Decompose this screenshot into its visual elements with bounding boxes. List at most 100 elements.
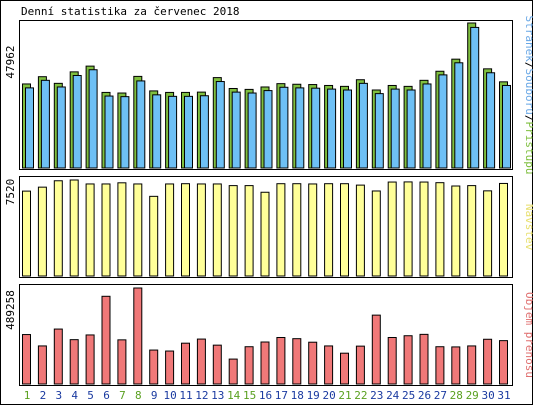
visits-bar-31 <box>499 182 508 277</box>
volume-bar-29 <box>467 345 477 385</box>
files-bar-14 <box>231 91 241 169</box>
files-bar-11 <box>184 95 193 169</box>
visits-bar-26 <box>419 181 429 277</box>
files-bar-30 <box>486 72 496 169</box>
visits-bar-1 <box>22 190 31 277</box>
day-label-20: 20 <box>322 389 335 402</box>
volume-bar-30 <box>483 338 493 385</box>
visits-bar-6 <box>101 183 111 277</box>
files-bar-5 <box>88 69 98 169</box>
day-label-14: 14 <box>227 389 241 402</box>
day-label-16: 16 <box>259 389 272 402</box>
panel-visits-max-label: 7520 <box>4 179 17 206</box>
volume-bar-24 <box>387 336 397 385</box>
visits-bar-17 <box>276 183 286 277</box>
day-label-13: 13 <box>211 389 224 402</box>
volume-bar-18 <box>292 338 302 385</box>
day-label-15: 15 <box>243 389 256 402</box>
volume-bar-4 <box>69 339 79 385</box>
day-label-28: 28 <box>450 389 463 402</box>
day-label-10: 10 <box>163 389 176 402</box>
files-bar-8 <box>136 80 146 169</box>
day-label-2: 2 <box>40 389 47 402</box>
day-label-3: 3 <box>55 389 62 402</box>
files-bar-27 <box>438 74 448 169</box>
day-label-17: 17 <box>275 389 288 402</box>
visits-bar-5 <box>85 183 95 277</box>
volume-bar-7 <box>117 339 127 385</box>
files-bar-2 <box>40 79 50 169</box>
files-bar-16 <box>263 90 273 169</box>
visits-bar-11 <box>181 183 190 277</box>
panel-visits-legend: Návštěv <box>523 204 533 251</box>
day-label-18: 18 <box>291 389 304 402</box>
volume-bar-3 <box>53 328 63 385</box>
files-bar-26 <box>422 83 432 169</box>
visits-bar-2 <box>37 186 47 277</box>
day-label-25: 25 <box>402 389 415 402</box>
panel-volume-frame <box>19 284 513 386</box>
visits-bar-3 <box>53 180 63 277</box>
files-bar-31 <box>502 84 511 169</box>
legend-hits: Přístupů <box>523 121 533 174</box>
visits-bar-23 <box>371 190 381 277</box>
chart-title: Denní statistika za červenec 2018 <box>21 5 240 18</box>
day-label-22: 22 <box>354 389 367 402</box>
day-labels: 1 2 3 4 5 6 7 8 9 10 11 12 13 14 15 16 17 18 19 20 21 22 23 24 2… <box>24 389 511 402</box>
panel-hits-bars <box>22 22 511 169</box>
volume-bar-22 <box>355 345 365 385</box>
day-label-1: 1 <box>24 389 31 402</box>
day-label-8: 8 <box>135 389 142 402</box>
panel-hits-frame <box>19 20 513 170</box>
files-bar-10 <box>168 95 178 169</box>
volume-bar-26 <box>419 333 429 385</box>
files-bar-18 <box>295 87 305 169</box>
volume-bar-9 <box>149 349 159 385</box>
files-bar-29 <box>470 26 480 169</box>
files-bar-9 <box>152 94 162 169</box>
volume-bar-12 <box>196 338 206 385</box>
files-bar-15 <box>247 92 257 169</box>
day-label-26: 26 <box>418 389 431 402</box>
day-label-23: 23 <box>370 389 383 402</box>
day-label-24: 24 <box>386 389 400 402</box>
visits-bar-22 <box>355 184 365 277</box>
volume-bar-27 <box>435 346 445 385</box>
visits-bar-20 <box>324 183 334 277</box>
visits-bar-14 <box>228 185 238 277</box>
visits-bar-12 <box>196 183 206 277</box>
volume-bar-6 <box>101 295 111 385</box>
day-label-31: 31 <box>497 389 510 402</box>
volume-bar-14 <box>228 358 238 385</box>
files-bar-24 <box>390 88 400 169</box>
volume-bar-2 <box>37 345 47 385</box>
day-label-21: 21 <box>338 389 351 402</box>
visits-bar-27 <box>435 182 445 277</box>
volume-bar-28 <box>451 346 461 385</box>
day-label-7: 7 <box>119 389 126 402</box>
panel-volume-legend: Objem přenosu <box>523 292 533 378</box>
volume-bar-23 <box>371 314 381 385</box>
files-bar-7 <box>120 96 130 169</box>
files-bar-23 <box>374 93 384 169</box>
volume-bar-15 <box>244 346 254 385</box>
volume-bar-31 <box>499 340 508 385</box>
visits-bar-25 <box>403 181 413 277</box>
day-label-29: 29 <box>466 389 479 402</box>
files-bar-17 <box>279 86 289 169</box>
volume-bar-1 <box>22 334 31 385</box>
files-bar-22 <box>358 82 368 169</box>
legend-sep-1: / <box>523 62 533 69</box>
panel-hits-legend: Stránek/Souborů/Přístupů <box>523 16 533 175</box>
volume-bar-17 <box>276 336 286 385</box>
files-bar-25 <box>406 89 416 169</box>
files-bar-19 <box>311 87 321 169</box>
day-label-27: 27 <box>434 389 447 402</box>
files-bar-1 <box>25 87 34 169</box>
files-bar-6 <box>104 95 114 169</box>
panel-volume-max-label: 489258 <box>4 290 17 330</box>
volume-bar-10 <box>165 350 175 385</box>
visits-bar-7 <box>117 182 127 277</box>
